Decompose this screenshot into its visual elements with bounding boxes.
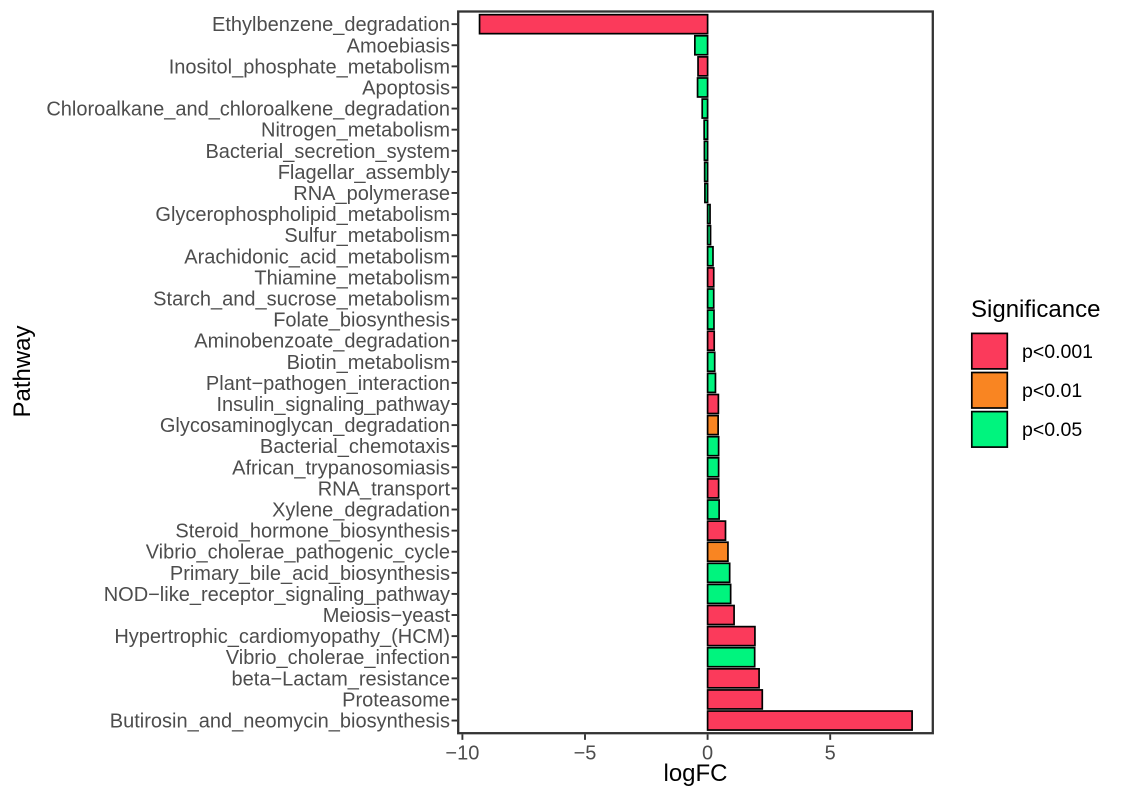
svg-text:Inositol_phosphate_metabolism: Inositol_phosphate_metabolism — [169, 56, 450, 78]
svg-text:Biotin_metabolism: Biotin_metabolism — [287, 352, 450, 374]
svg-text:Glycerophospholipid_metabolism: Glycerophospholipid_metabolism — [155, 204, 450, 226]
svg-text:NOD−like_receptor_signaling_pa: NOD−like_receptor_signaling_pathway — [104, 584, 450, 606]
svg-text:Aminobenzoate_degradation: Aminobenzoate_degradation — [194, 331, 450, 353]
svg-text:Bacterial_chemotaxis: Bacterial_chemotaxis — [260, 436, 450, 458]
svg-text:p<0.001: p<0.001 — [1022, 341, 1093, 363]
svg-text:Thiamine_metabolism: Thiamine_metabolism — [254, 267, 450, 289]
svg-text:logFC: logFC — [663, 760, 727, 787]
svg-text:RNA_polymerase: RNA_polymerase — [293, 183, 450, 205]
svg-text:Apoptosis: Apoptosis — [362, 77, 450, 99]
svg-text:Sulfur_metabolism: Sulfur_metabolism — [284, 225, 450, 247]
svg-text:Starch_and_sucrose_metabolism: Starch_and_sucrose_metabolism — [153, 288, 450, 310]
svg-text:5: 5 — [825, 743, 836, 765]
svg-text:0: 0 — [702, 743, 713, 765]
svg-text:Glycosaminoglycan_degradation: Glycosaminoglycan_degradation — [160, 415, 450, 437]
svg-text:p<0.05: p<0.05 — [1022, 419, 1082, 441]
svg-text:Ethylbenzene_degradation: Ethylbenzene_degradation — [212, 14, 450, 36]
svg-text:RNA_transport: RNA_transport — [318, 478, 451, 500]
svg-text:Folate_biosynthesis: Folate_biosynthesis — [273, 310, 450, 332]
svg-text:Vibrio_cholerae_pathogenic_cyc: Vibrio_cholerae_pathogenic_cycle — [146, 542, 450, 564]
svg-text:Insulin_signaling_pathway: Insulin_signaling_pathway — [217, 394, 451, 416]
svg-text:p<0.01: p<0.01 — [1022, 380, 1082, 402]
svg-text:Vibrio_cholerae_infection: Vibrio_cholerae_infection — [226, 647, 450, 669]
svg-text:Significance: Significance — [971, 296, 1100, 323]
svg-text:Steroid_hormone_biosynthesis: Steroid_hormone_biosynthesis — [175, 521, 450, 543]
svg-text:Amoebiasis: Amoebiasis — [347, 35, 450, 57]
svg-text:Chloroalkane_and_chloroalkene_: Chloroalkane_and_chloroalkene_degradatio… — [46, 99, 450, 121]
svg-text:Hypertrophic_cardiomyopathy_(H: Hypertrophic_cardiomyopathy_(HCM) — [114, 626, 450, 648]
svg-text:Butirosin_and_neomycin_biosynt: Butirosin_and_neomycin_biosynthesis — [110, 711, 450, 733]
svg-text:−10: −10 — [445, 743, 479, 765]
svg-text:Plant−pathogen_interaction: Plant−pathogen_interaction — [206, 373, 450, 395]
svg-text:Xylene_degradation: Xylene_degradation — [272, 500, 450, 522]
svg-text:beta−Lactam_resistance: beta−Lactam_resistance — [232, 668, 450, 690]
svg-text:Bacterial_secretion_system: Bacterial_secretion_system — [205, 141, 450, 163]
svg-text:Meiosis−yeast: Meiosis−yeast — [323, 605, 451, 627]
svg-text:Nitrogen_metabolism: Nitrogen_metabolism — [261, 120, 450, 142]
svg-text:Pathway: Pathway — [9, 325, 36, 417]
svg-text:Primary_bile_acid_biosynthesis: Primary_bile_acid_biosynthesis — [170, 563, 450, 585]
svg-text:−5: −5 — [574, 743, 597, 765]
svg-text:Proteasome: Proteasome — [342, 689, 450, 711]
svg-text:Flagellar_assembly: Flagellar_assembly — [278, 162, 450, 184]
svg-text:African_trypanosomiasis: African_trypanosomiasis — [232, 457, 450, 479]
svg-text:Arachidonic_acid_metabolism: Arachidonic_acid_metabolism — [184, 246, 450, 268]
